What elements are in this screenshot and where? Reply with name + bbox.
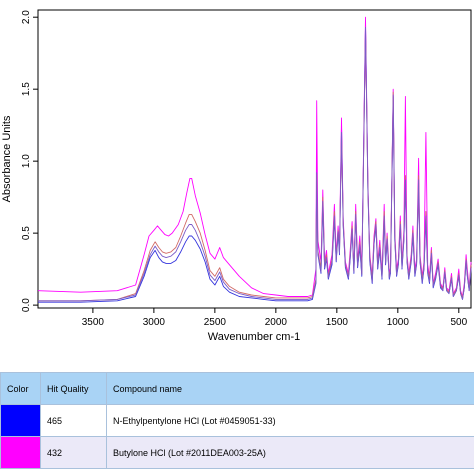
x-tick-label: 2500 xyxy=(204,317,227,328)
x-tick-label: 2000 xyxy=(265,317,288,328)
compound-name-cell: Butylone HCl (Lot #2011DEA003-25A) xyxy=(107,437,474,469)
hit-quality-column-header[interactable]: Hit Quality xyxy=(41,373,107,405)
compound-name-column-header[interactable]: Compound name xyxy=(107,373,474,405)
y-tick-label: 2.0 xyxy=(21,10,32,24)
color-swatch xyxy=(1,437,40,468)
x-axis: 3500 3000 2500 2000 1500 1000 500 xyxy=(82,308,468,328)
y-tick-label: 0.0 xyxy=(21,298,32,312)
ir-spectrum-chart: 3500 3000 2500 2000 1500 1000 500 0.0 0.5 1.0 1.5… xyxy=(0,0,474,372)
hit-quality-cell: 432 xyxy=(41,437,107,469)
table-row[interactable]: 465 N-Ethylpentylone HCl (Lot #0459051-3… xyxy=(1,405,474,437)
y-tick-label: 1.0 xyxy=(21,154,32,168)
x-axis-label: Wavenumber cm-1 xyxy=(208,331,301,343)
x-tick-label: 500 xyxy=(450,317,467,328)
color-swatch xyxy=(1,405,40,436)
compound-name-cell: N-Ethylpentylone HCl (Lot #0459051-33) xyxy=(107,405,474,437)
y-tick-label: 1.5 xyxy=(21,82,32,96)
spectrum-lines xyxy=(38,17,471,302)
spectrum-line-2 xyxy=(38,17,471,296)
hit-list-table: Color Hit Quality Compound name 465 N-Et… xyxy=(0,372,474,469)
color-swatch-cell xyxy=(1,405,41,437)
y-axis: 0.0 0.5 1.0 1.5 2.0 xyxy=(21,10,38,312)
x-tick-label: 3500 xyxy=(82,317,105,328)
table-header-row: Color Hit Quality Compound name xyxy=(1,373,474,405)
y-tick-label: 0.5 xyxy=(21,226,32,240)
table-row[interactable]: 432 Butylone HCl (Lot #2011DEA003-25A) xyxy=(1,437,474,469)
color-swatch-cell xyxy=(1,437,41,469)
y-axis-label: Absorbance Units xyxy=(1,115,13,202)
x-tick-label: 3000 xyxy=(143,317,166,328)
hit-quality-cell: 465 xyxy=(41,405,107,437)
x-tick-label: 1000 xyxy=(387,317,410,328)
x-tick-label: 1500 xyxy=(326,317,349,328)
color-column-header[interactable]: Color xyxy=(1,373,41,405)
